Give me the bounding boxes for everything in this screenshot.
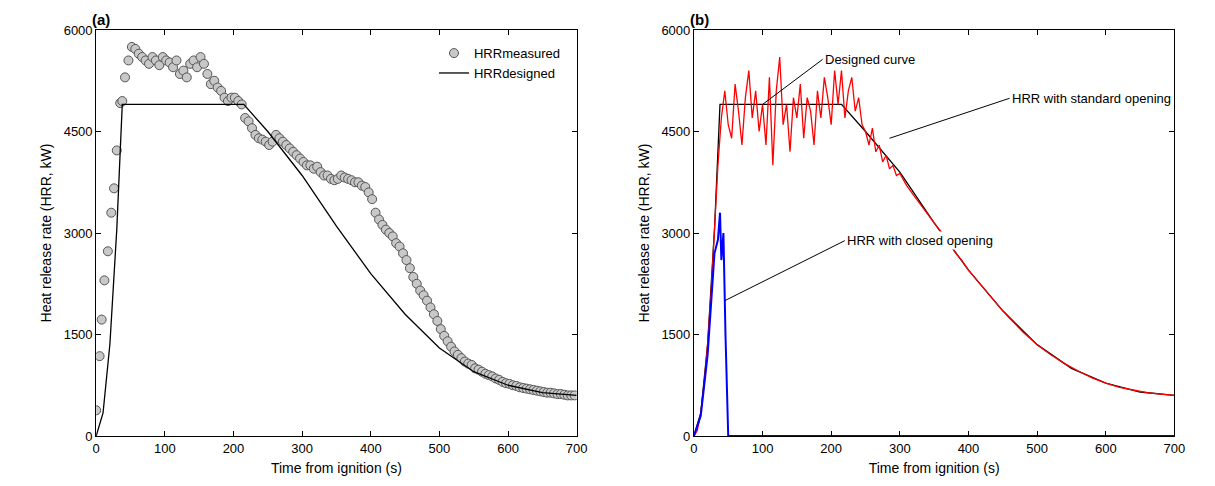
svg-text:(a): (a) — [92, 11, 110, 28]
svg-text:Time from ignition (s): Time from ignition (s) — [869, 460, 1000, 476]
svg-text:3000: 3000 — [64, 226, 93, 241]
svg-text:Heat release rate (HRR, kW): Heat release rate (HRR, kW) — [636, 144, 652, 323]
svg-text:6000: 6000 — [661, 23, 690, 38]
svg-text:1500: 1500 — [661, 327, 690, 342]
svg-text:200: 200 — [223, 441, 245, 456]
svg-text:HRRdesigned: HRRdesigned — [474, 66, 555, 81]
svg-text:300: 300 — [291, 441, 313, 456]
svg-text:(b): (b) — [690, 11, 709, 28]
svg-text:400: 400 — [958, 441, 980, 456]
svg-text:1500: 1500 — [64, 327, 93, 342]
svg-text:500: 500 — [1026, 441, 1048, 456]
svg-text:Time from ignition (s): Time from ignition (s) — [271, 460, 402, 476]
svg-text:0: 0 — [690, 441, 697, 456]
svg-text:0: 0 — [93, 441, 100, 456]
svg-text:4500: 4500 — [661, 124, 690, 139]
svg-text:0: 0 — [85, 429, 92, 444]
svg-text:600: 600 — [1095, 441, 1117, 456]
svg-text:HRRmeasured: HRRmeasured — [474, 46, 560, 61]
svg-text:HRR with closed opening: HRR with closed opening — [847, 233, 993, 248]
svg-text:100: 100 — [752, 441, 774, 456]
svg-text:4500: 4500 — [64, 124, 93, 139]
svg-text:HRR with standard opening: HRR with standard opening — [1012, 91, 1171, 106]
svg-text:6000: 6000 — [64, 23, 93, 38]
svg-text:200: 200 — [820, 441, 842, 456]
svg-text:400: 400 — [360, 441, 382, 456]
svg-text:500: 500 — [429, 441, 451, 456]
svg-text:Designed curve: Designed curve — [825, 52, 915, 67]
svg-text:700: 700 — [566, 441, 588, 456]
svg-text:600: 600 — [497, 441, 519, 456]
svg-text:3000: 3000 — [661, 226, 690, 241]
svg-text:0: 0 — [683, 429, 690, 444]
svg-text:700: 700 — [1164, 441, 1186, 456]
svg-text:Heat release rate (HRR, kW): Heat release rate (HRR, kW) — [38, 144, 54, 323]
svg-text:100: 100 — [154, 441, 176, 456]
svg-text:300: 300 — [889, 441, 911, 456]
